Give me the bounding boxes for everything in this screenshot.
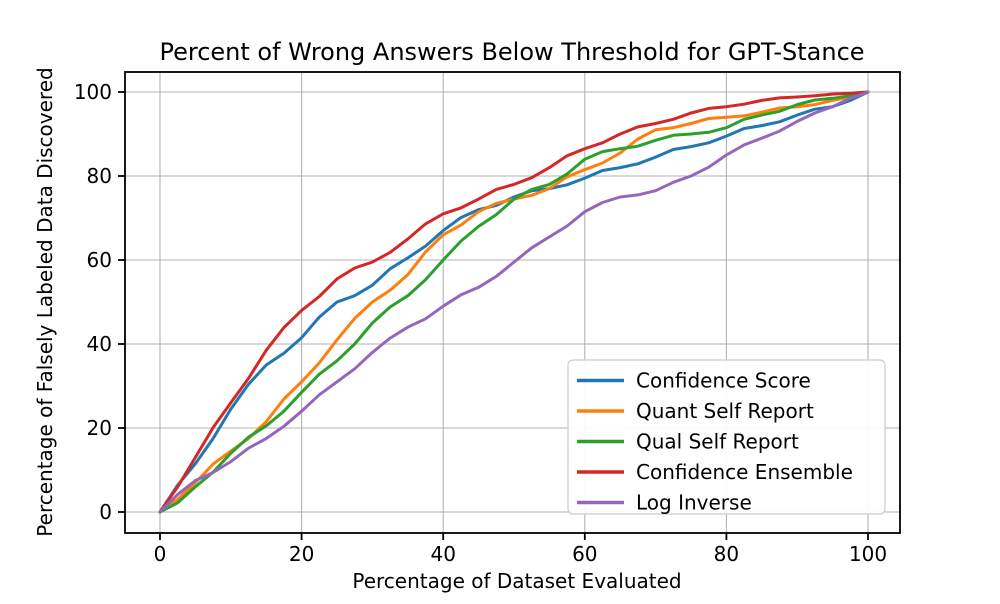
series-lines [158,90,870,514]
y-tick-label: 0 [99,500,112,524]
series-line-qual-self-report [158,90,870,514]
legend-label: Confidence Score [636,369,811,393]
x-tick-label: 20 [289,542,314,566]
series-line-log-inverse [158,90,870,514]
axis-ticks: 0 20 40 60 80 100 0 20 40 60 80 100 [74,80,887,566]
y-axis-label: Percentage of Falsely Labeled Data Disco… [33,67,57,536]
y-tick-label: 80 [87,164,112,188]
legend-label: Qual Self Report [636,430,799,454]
chart-title: Percent of Wrong Answers Below Threshold… [159,38,864,66]
y-tick-label: 20 [87,416,112,440]
x-tick-label: 60 [572,542,597,566]
legend-label: Quant Self Report [636,399,814,423]
x-tick-label: 100 [849,542,887,566]
legend: Confidence Score Quant Self Report Qual Se… [567,359,886,515]
legend-label: Log Inverse [636,491,752,515]
x-tick-label: 80 [714,542,739,566]
x-axis-label: Percentage of Dataset Evaluated [352,569,681,593]
y-tick-label: 100 [74,80,112,104]
legend-label: Confidence Ensemble [636,460,853,484]
series-line-confidence-score [158,90,870,514]
y-tick-label: 40 [87,332,112,356]
x-tick-label: 40 [430,542,455,566]
y-tick-label: 60 [87,248,112,272]
x-tick-label: 0 [154,542,167,566]
legend-box [567,359,886,515]
axes-spines [124,71,901,534]
series-line-confidence-ensemble [158,90,870,514]
